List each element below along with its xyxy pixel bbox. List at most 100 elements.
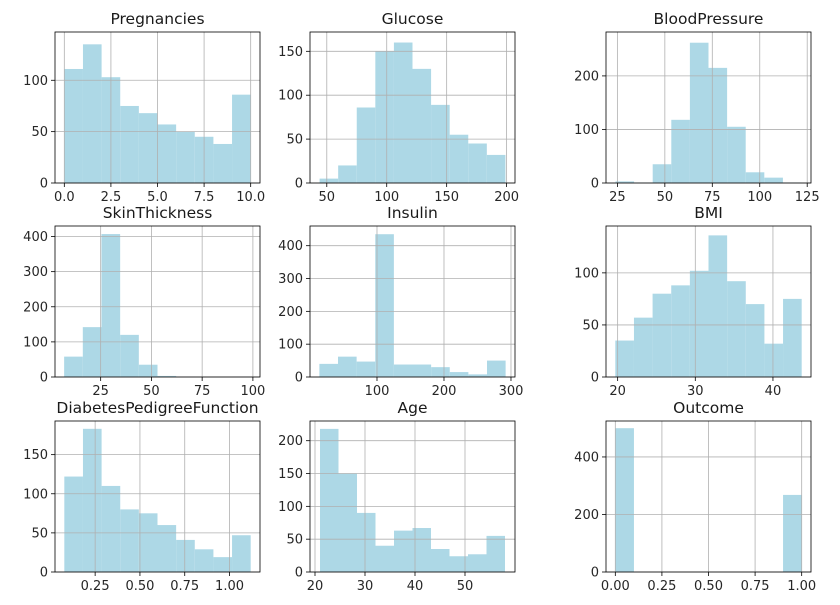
histogram-bar	[176, 131, 195, 183]
subplot-title: Pregnancies	[110, 10, 204, 28]
y-tick-label: 400	[574, 450, 599, 465]
y-tick-label: 100	[278, 500, 303, 515]
histogram-bar	[449, 134, 469, 183]
histogram-bar	[356, 361, 376, 377]
subplot-bloodpressure: 25 50 75 100 125 0 100 200 BloodPressure	[574, 10, 819, 205]
histogram-bar	[449, 372, 469, 377]
subplot-diabetespedigreefunction: 0.25 0.50 0.75 1.00 0 50 100 150 DiabetesPedigre…	[23, 399, 261, 594]
x-tick-label: 7.5	[194, 190, 215, 205]
histogram-bar	[764, 177, 783, 183]
y-tick-label: 50	[31, 526, 48, 541]
histogram-bar	[486, 360, 506, 377]
histogram-bar	[157, 124, 177, 183]
histogram-bar	[338, 356, 357, 377]
y-tick-label: 200	[23, 300, 48, 315]
y-tick-label: 100	[574, 123, 599, 138]
x-tick-label: 75	[704, 190, 721, 205]
x-tick-label: 25	[609, 190, 626, 205]
histogram-bar	[101, 234, 121, 377]
subplot-skinthickness: 25 50 75 100 0 100 200 300 400 SkinThickness	[23, 204, 265, 399]
histogram-bar	[652, 293, 672, 377]
histogram-bar	[138, 513, 158, 572]
axes-frame	[54, 225, 261, 378]
x-tick-label: 0.75	[170, 579, 199, 594]
histogram-bar	[138, 113, 158, 183]
y-tick-label: 0	[591, 371, 599, 386]
histogram-bar	[431, 104, 450, 183]
x-tick-label: 0.25	[647, 579, 676, 594]
y-tick-label: 100	[278, 89, 303, 104]
axes-frame	[309, 225, 516, 378]
histogram-bar	[652, 164, 672, 183]
subplot-age: 20 30 40 50 0 50 100 150 200 Age	[278, 399, 516, 594]
histogram-bar	[745, 304, 765, 377]
subplot-glucose: 50 100 150 200 0 50 100 150 Glucose	[278, 10, 519, 205]
axes-frame	[309, 420, 516, 573]
histogram-bar	[764, 343, 784, 377]
y-tick-label: 0	[591, 566, 599, 581]
y-tick-label: 200	[278, 305, 303, 320]
y-tick-label: 0	[591, 177, 599, 192]
x-tick-label: 20	[609, 384, 626, 399]
x-tick-label: 100	[240, 384, 265, 399]
histogram-bar	[468, 143, 487, 183]
histogram-bar	[468, 374, 487, 377]
subplot-title: Outcome	[673, 399, 744, 417]
histogram-bar	[319, 178, 339, 183]
x-tick-label: 200	[494, 190, 519, 205]
y-tick-label: 150	[278, 467, 303, 482]
histogram-bar	[375, 545, 394, 572]
x-tick-label: 40	[407, 579, 424, 594]
x-tick-label: 1.00	[787, 579, 816, 594]
x-tick-label: 30	[687, 384, 704, 399]
histogram-bar	[486, 535, 505, 572]
y-tick-label: 150	[278, 45, 303, 60]
histogram-bar	[319, 363, 339, 377]
x-tick-label: 125	[795, 190, 820, 205]
x-tick-label: 75	[194, 384, 211, 399]
y-tick-label: 0	[40, 566, 48, 581]
histogram-bar	[727, 126, 746, 183]
histogram-bar	[449, 556, 468, 572]
histogram-bar	[64, 356, 83, 377]
y-tick-label: 0	[295, 566, 303, 581]
histogram-bar	[412, 68, 432, 183]
y-tick-label: 0	[40, 177, 48, 192]
y-tick-label: 100	[23, 487, 48, 502]
x-tick-label: 5.0	[147, 190, 168, 205]
subplot-outcome: 0.00 0.25 0.50 0.75 1.00 0 200 400 Outcome	[574, 399, 816, 594]
x-tick-label: 50	[657, 190, 674, 205]
x-tick-label: 40	[765, 384, 782, 399]
histogram-bar	[120, 334, 139, 377]
histogram-bar	[338, 165, 357, 183]
histogram-bar	[375, 51, 394, 184]
histogram-bar	[232, 535, 251, 572]
histogram-bar	[615, 181, 635, 183]
histogram-bar	[708, 67, 728, 183]
x-tick-label: 50	[143, 384, 160, 399]
x-tick-label: 0.50	[694, 579, 723, 594]
histogram-bar	[120, 105, 139, 183]
subplot-title: BloodPressure	[654, 10, 764, 28]
subplot-title: BMI	[694, 204, 723, 222]
y-tick-label: 400	[278, 239, 303, 254]
x-tick-label: 50	[319, 190, 336, 205]
y-tick-label: 300	[278, 272, 303, 287]
x-tick-label: 100	[747, 190, 772, 205]
y-tick-label: 300	[23, 265, 48, 280]
y-tick-label: 200	[278, 434, 303, 449]
y-tick-label: 100	[23, 74, 48, 89]
x-tick-label: 0.0	[54, 190, 75, 205]
subplot-pregnancies: 0.0 2.5 5.0 7.5 10.0 0 50 100 Pregnancies	[23, 10, 265, 205]
histogram-bar	[393, 42, 413, 184]
y-tick-label: 400	[23, 230, 48, 245]
x-tick-label: 50	[457, 579, 474, 594]
histogram-bar	[194, 549, 214, 572]
x-tick-label: 100	[365, 384, 390, 399]
histogram-bar	[82, 428, 102, 572]
x-tick-label: 30	[357, 579, 374, 594]
histogram-bar	[338, 473, 357, 572]
histogram-bar	[157, 525, 177, 572]
y-tick-label: 0	[295, 177, 303, 192]
histogram-bar	[783, 298, 802, 377]
